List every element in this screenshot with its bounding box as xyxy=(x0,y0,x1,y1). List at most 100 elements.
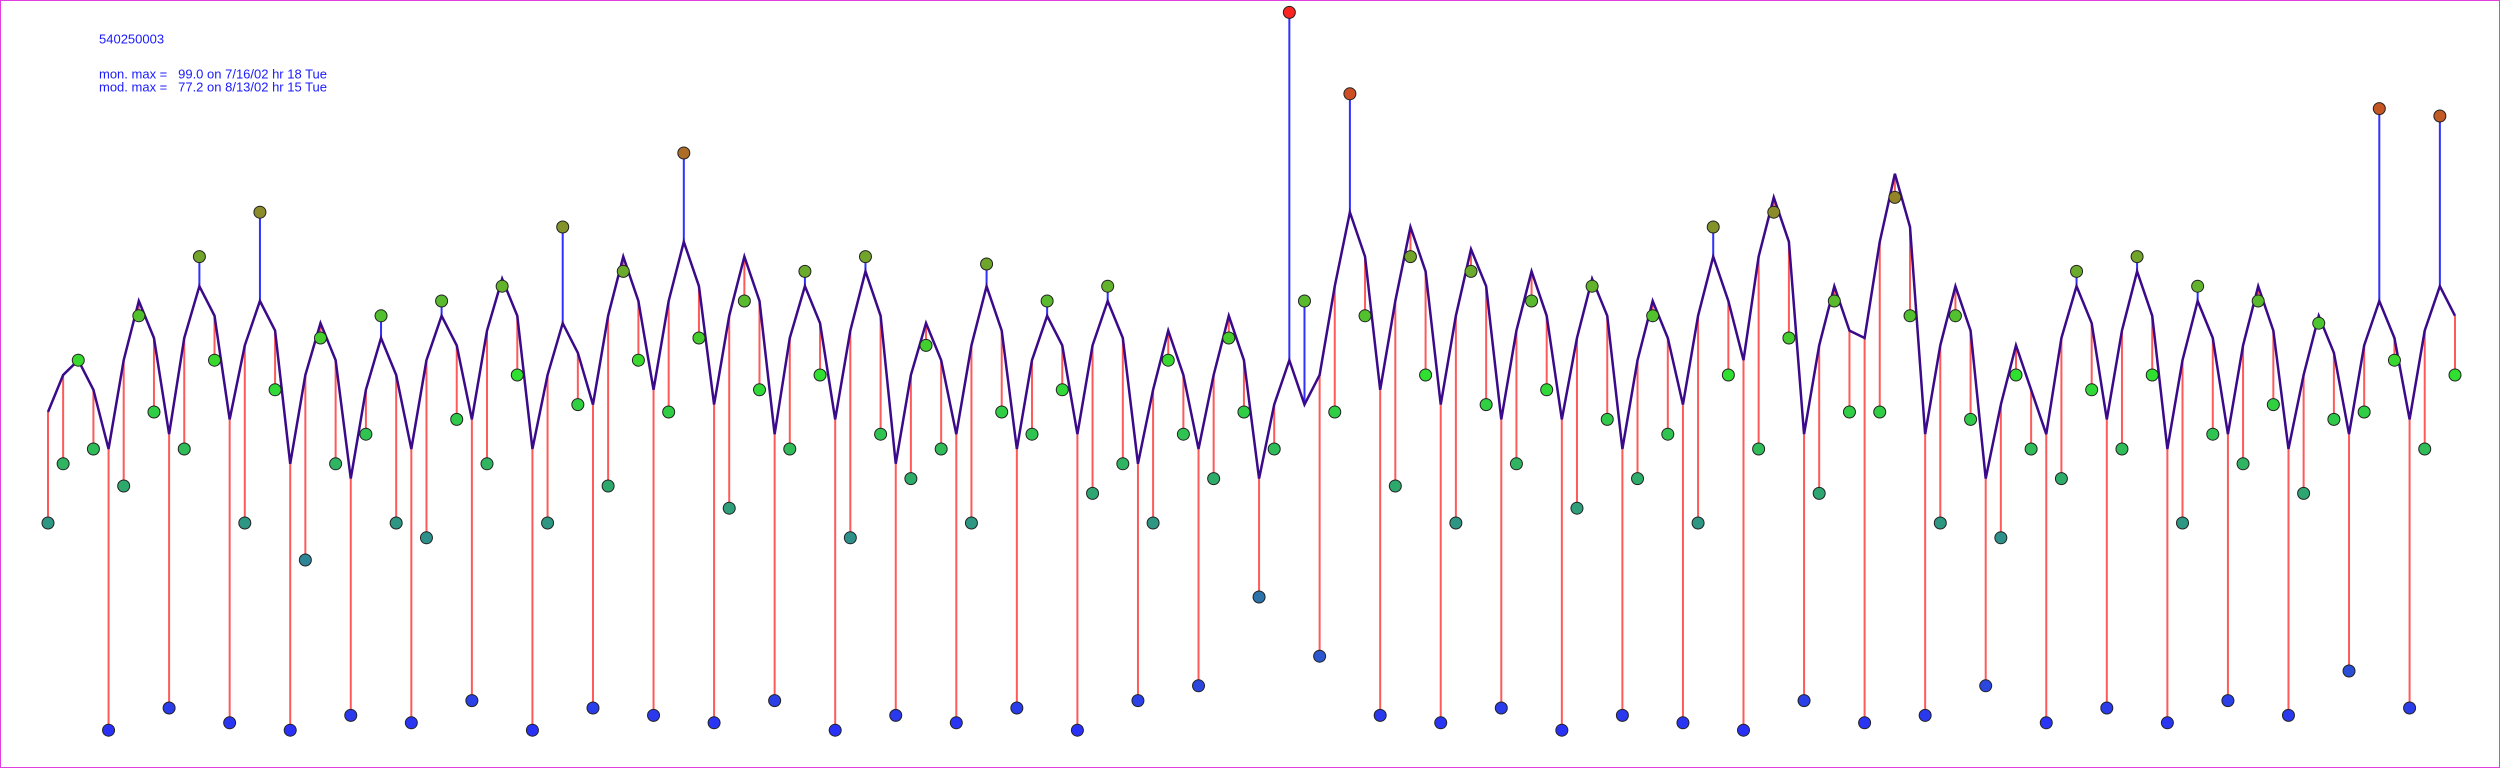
monitored-point xyxy=(450,412,464,426)
monitored-point xyxy=(510,368,524,382)
monitored-point xyxy=(313,331,327,345)
monitored-point xyxy=(798,264,812,278)
monitored-point xyxy=(1373,708,1387,722)
monitored-point xyxy=(1146,516,1160,530)
monitored-point xyxy=(828,723,842,737)
monitored-point xyxy=(662,405,676,419)
monitored-point xyxy=(465,694,479,708)
monitored-point xyxy=(2130,250,2144,264)
monitored-point xyxy=(1101,279,1115,293)
monitored-point xyxy=(2251,294,2265,308)
monitored-point xyxy=(1570,501,1584,515)
monitored-point xyxy=(1282,5,1296,19)
monitored-point xyxy=(56,457,70,471)
monitored-point xyxy=(677,146,691,160)
monitored-point xyxy=(1646,309,1660,323)
monitored-point xyxy=(1131,694,1145,708)
monitored-point xyxy=(1706,220,1720,234)
monitored-point xyxy=(1615,708,1629,722)
plot-area xyxy=(41,5,2462,737)
monitored-point xyxy=(1222,331,1236,345)
monitored-point xyxy=(2266,398,2280,412)
monitored-point xyxy=(1858,716,1872,730)
monitored-point xyxy=(1297,294,1311,308)
modeled-line xyxy=(46,173,2457,479)
monitored-point xyxy=(2054,472,2068,486)
monitored-point xyxy=(2024,442,2038,456)
monitored-point xyxy=(2191,279,2205,293)
monitored-point xyxy=(1449,516,1463,530)
monitored-point xyxy=(2160,716,2174,730)
monitored-point xyxy=(1388,479,1402,493)
monitored-point xyxy=(1676,716,1690,730)
monitored-point xyxy=(1267,442,1281,456)
monitored-point xyxy=(389,516,403,530)
monitored-point xyxy=(2145,368,2159,382)
monitored-point xyxy=(192,250,206,264)
monitored-point xyxy=(2039,716,2053,730)
monitored-point xyxy=(1903,309,1917,323)
monitored-point xyxy=(1419,368,1433,382)
monitored-point xyxy=(2372,102,2386,116)
monitored-point xyxy=(2342,664,2356,678)
monitored-point xyxy=(1600,412,1614,426)
monitored-point xyxy=(874,427,888,441)
monitored-point xyxy=(71,353,85,367)
monitored-point xyxy=(1979,679,1993,693)
monitored-point xyxy=(889,708,903,722)
monitored-point xyxy=(2448,368,2462,382)
monitored-point xyxy=(344,708,358,722)
monitored-point xyxy=(238,516,252,530)
monitored-point xyxy=(2387,353,2401,367)
monitored-point xyxy=(1070,723,1084,737)
monitored-point xyxy=(1252,590,1266,604)
monitored-point xyxy=(283,723,297,737)
monitored-point xyxy=(2070,264,2084,278)
monitored-point xyxy=(1434,716,1448,730)
monitored-point xyxy=(1161,353,1175,367)
monitored-point xyxy=(2403,701,2417,715)
monitored-point xyxy=(813,368,827,382)
monitored-point xyxy=(1494,701,1508,715)
monitored-point xyxy=(1948,309,1962,323)
monitored-point xyxy=(1540,383,1554,397)
monitored-point xyxy=(768,694,782,708)
monitored-point xyxy=(1767,205,1781,219)
monitored-point xyxy=(1116,457,1130,471)
monitored-point xyxy=(753,383,767,397)
monitored-point xyxy=(1055,383,1069,397)
monitored-point xyxy=(2221,694,2235,708)
monitored-point xyxy=(1752,442,1766,456)
monitored-point xyxy=(1933,516,1947,530)
monitored-point xyxy=(419,531,433,545)
monitored-point xyxy=(783,442,797,456)
monitored-point xyxy=(1888,190,1902,204)
monitored-point xyxy=(2418,442,2432,456)
monitored-point xyxy=(1797,694,1811,708)
monitored-point xyxy=(2176,516,2190,530)
monitored-point xyxy=(1721,368,1735,382)
monitored-point xyxy=(2281,708,2295,722)
annotation: mon. max = 99.0 on 7/16/02 hr 18 Tue xyxy=(99,66,327,81)
monitored-point xyxy=(601,479,615,493)
monitored-point xyxy=(692,331,706,345)
monitored-point xyxy=(1918,708,1932,722)
monitored-point xyxy=(1464,264,1478,278)
monitored-point xyxy=(2297,486,2311,500)
monitored-point xyxy=(1040,294,1054,308)
monitored-point xyxy=(1661,427,1675,441)
monitored-point xyxy=(404,716,418,730)
monitored-point xyxy=(1509,457,1523,471)
monitored-point xyxy=(2009,368,2023,382)
annotation: mod. max = 77.2 on 8/13/02 hr 15 Tue xyxy=(99,79,327,94)
monitored-point xyxy=(1313,649,1327,663)
monitored-point xyxy=(2236,457,2250,471)
monitored-point xyxy=(147,405,161,419)
monitored-point xyxy=(1994,531,2008,545)
monitored-point xyxy=(132,309,146,323)
monitored-point xyxy=(117,479,131,493)
monitored-point xyxy=(1525,294,1539,308)
monitored-point xyxy=(631,353,645,367)
monitored-point xyxy=(329,457,343,471)
